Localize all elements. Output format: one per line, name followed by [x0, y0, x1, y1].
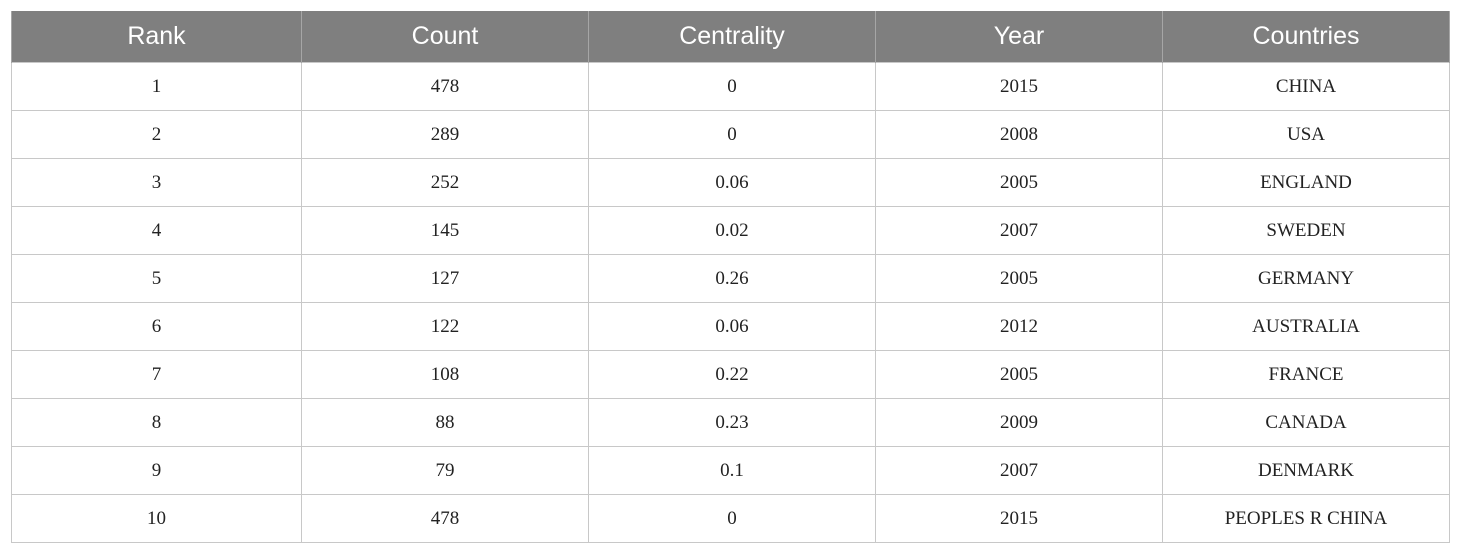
centrality-cell: 0 — [588, 494, 876, 543]
count-cell: 127 — [301, 254, 589, 303]
country-cell: PEOPLES R CHINA — [1162, 494, 1450, 543]
year-cell: 2005 — [875, 350, 1163, 399]
count-cell: 122 — [301, 302, 589, 351]
count-cell: 478 — [301, 62, 589, 111]
header-centrality: Centrality — [588, 11, 876, 63]
rank-cell: 4 — [11, 206, 302, 255]
centrality-cell: 0.1 — [588, 446, 876, 495]
year-cell: 2007 — [875, 206, 1163, 255]
rank-cell: 1 — [11, 62, 302, 111]
table-row: 10 478 0 2015 PEOPLES R CHINA — [11, 494, 1450, 543]
rank-cell: 3 — [11, 158, 302, 207]
year-cell: 2007 — [875, 446, 1163, 495]
rank-cell: 10 — [11, 494, 302, 543]
table-row: 9 79 0.1 2007 DENMARK — [11, 446, 1450, 495]
country-cell: CHINA — [1162, 62, 1450, 111]
centrality-cell: 0.02 — [588, 206, 876, 255]
rank-cell: 6 — [11, 302, 302, 351]
country-cell: FRANCE — [1162, 350, 1450, 399]
table-row: 4 145 0.02 2007 SWEDEN — [11, 206, 1450, 255]
data-table-container: Rank Count Centrality Year Countries 1 47… — [11, 11, 1450, 543]
header-row: Rank Count Centrality Year Countries — [11, 11, 1450, 63]
rank-cell: 9 — [11, 446, 302, 495]
year-cell: 2008 — [875, 110, 1163, 159]
rank-cell: 8 — [11, 398, 302, 447]
data-table: Rank Count Centrality Year Countries 1 47… — [11, 11, 1450, 543]
table-header: Rank Count Centrality Year Countries — [11, 11, 1450, 63]
table-row: 8 88 0.23 2009 CANADA — [11, 398, 1450, 447]
year-cell: 2015 — [875, 62, 1163, 111]
centrality-cell: 0 — [588, 62, 876, 111]
centrality-cell: 0.06 — [588, 158, 876, 207]
year-cell: 2012 — [875, 302, 1163, 351]
table-row: 5 127 0.26 2005 GERMANY — [11, 254, 1450, 303]
header-rank: Rank — [11, 11, 302, 63]
header-countries: Countries — [1162, 11, 1450, 63]
centrality-cell: 0.26 — [588, 254, 876, 303]
header-count: Count — [301, 11, 589, 63]
country-cell: USA — [1162, 110, 1450, 159]
country-cell: GERMANY — [1162, 254, 1450, 303]
centrality-cell: 0.23 — [588, 398, 876, 447]
count-cell: 79 — [301, 446, 589, 495]
rank-cell: 2 — [11, 110, 302, 159]
centrality-cell: 0.22 — [588, 350, 876, 399]
count-cell: 145 — [301, 206, 589, 255]
centrality-cell: 0 — [588, 110, 876, 159]
rank-cell: 5 — [11, 254, 302, 303]
table-row: 7 108 0.22 2005 FRANCE — [11, 350, 1450, 399]
table-body: 1 478 0 2015 CHINA 2 289 0 2008 USA 3 252 0.06 2005 EN… — [11, 62, 1450, 543]
header-year: Year — [875, 11, 1163, 63]
rank-cell: 7 — [11, 350, 302, 399]
count-cell: 252 — [301, 158, 589, 207]
country-cell: CANADA — [1162, 398, 1450, 447]
table-row: 3 252 0.06 2005 ENGLAND — [11, 158, 1450, 207]
centrality-cell: 0.06 — [588, 302, 876, 351]
year-cell: 2009 — [875, 398, 1163, 447]
table-row: 2 289 0 2008 USA — [11, 110, 1450, 159]
count-cell: 289 — [301, 110, 589, 159]
table-row: 1 478 0 2015 CHINA — [11, 62, 1450, 111]
count-cell: 478 — [301, 494, 589, 543]
country-cell: SWEDEN — [1162, 206, 1450, 255]
count-cell: 108 — [301, 350, 589, 399]
year-cell: 2005 — [875, 158, 1163, 207]
country-cell: ENGLAND — [1162, 158, 1450, 207]
country-cell: DENMARK — [1162, 446, 1450, 495]
year-cell: 2015 — [875, 494, 1163, 543]
country-cell: AUSTRALIA — [1162, 302, 1450, 351]
table-row: 6 122 0.06 2012 AUSTRALIA — [11, 302, 1450, 351]
count-cell: 88 — [301, 398, 589, 447]
year-cell: 2005 — [875, 254, 1163, 303]
